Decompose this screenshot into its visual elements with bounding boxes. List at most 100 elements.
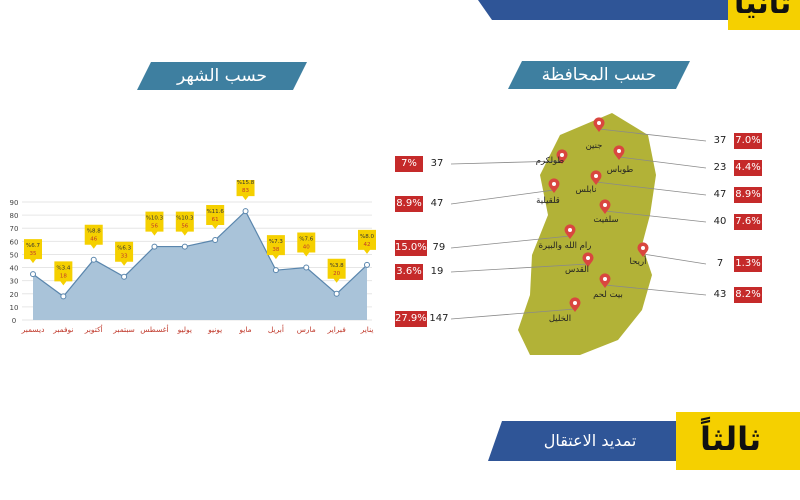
x-tick-label: أكتوبر bbox=[84, 324, 103, 334]
data-label-percent: %7.3 bbox=[269, 239, 283, 245]
data-label-value: 40 bbox=[303, 245, 310, 251]
governorate-stat: 7 1.3% bbox=[706, 256, 762, 272]
governorate-percent: 7% bbox=[395, 156, 423, 172]
governorate-count: 37 bbox=[706, 133, 734, 149]
governorate-percent: 27.9% bbox=[395, 311, 427, 327]
pin-dot bbox=[603, 277, 607, 281]
data-label-bubble bbox=[206, 205, 225, 230]
data-label-bubble bbox=[236, 180, 255, 201]
data-label: %7.6 40 bbox=[297, 232, 316, 257]
x-tick-label: سبتمبر bbox=[112, 325, 135, 334]
data-label: %8.8 46 bbox=[84, 224, 103, 249]
governorate-name: القدس bbox=[565, 265, 589, 275]
bottom-badge-label: ثالثاً bbox=[700, 420, 762, 458]
leader-line bbox=[598, 128, 707, 142]
y-tick-label: 30 bbox=[10, 278, 19, 286]
governorate-percent: 3.6% bbox=[395, 264, 423, 280]
x-tick-label: أغسطس bbox=[140, 324, 168, 334]
data-point bbox=[242, 208, 249, 215]
data-point bbox=[303, 264, 310, 271]
data-label-bubble bbox=[297, 232, 316, 257]
data-label-value: 56 bbox=[151, 224, 158, 230]
governorate-count: 37 bbox=[423, 156, 451, 172]
data-label: %15.8 83 bbox=[236, 180, 255, 201]
data-label-bubble bbox=[175, 211, 194, 236]
y-tick-label: 40 bbox=[10, 265, 19, 273]
governorate-stat: 23 4.4% bbox=[706, 160, 762, 176]
data-point bbox=[60, 293, 67, 300]
leader-line bbox=[604, 210, 707, 223]
y-tick-label: 20 bbox=[10, 291, 19, 299]
data-label: %10.3 56 bbox=[175, 211, 194, 236]
governorate-stat: 47 8.9% bbox=[706, 187, 762, 203]
governorate-count: 19 bbox=[423, 264, 451, 280]
west-bank-map-shape bbox=[518, 113, 656, 355]
data-label-value: 42 bbox=[364, 242, 371, 248]
governorate-count: 23 bbox=[706, 160, 734, 176]
governorate-count: 40 bbox=[706, 214, 734, 230]
data-label-percent: %15.8 bbox=[237, 180, 255, 186]
governorate-name: جنين bbox=[586, 141, 603, 151]
section-title-by-month: حسب الشهر bbox=[137, 62, 307, 90]
governorate-name: سلفيت bbox=[593, 215, 618, 225]
y-tick-label: 50 bbox=[10, 251, 19, 259]
governorate-name: قلقيلية bbox=[536, 196, 560, 206]
leader-line bbox=[450, 235, 571, 249]
leader-line bbox=[450, 308, 576, 320]
data-label-bubble bbox=[145, 211, 164, 236]
data-point bbox=[90, 256, 97, 263]
pin-dot bbox=[617, 149, 621, 153]
pin-dot bbox=[603, 203, 607, 207]
y-tick-label: 80 bbox=[10, 212, 19, 220]
data-point bbox=[212, 237, 219, 244]
x-tick-label: ديسمبر bbox=[21, 325, 45, 334]
data-label: %3.8 20 bbox=[327, 258, 346, 283]
leader-line bbox=[618, 156, 707, 169]
data-label-value: 38 bbox=[272, 247, 279, 253]
governorate-stat: 40 7.6% bbox=[706, 214, 762, 230]
governorate-percent: 7.0% bbox=[734, 133, 762, 149]
data-label-bubble bbox=[358, 229, 376, 254]
data-label-bubble bbox=[327, 258, 346, 283]
pin-dot bbox=[641, 246, 645, 250]
governorate-name: أريحا bbox=[630, 255, 647, 267]
data-point bbox=[30, 271, 36, 278]
x-tick-label: يونيو bbox=[207, 325, 222, 334]
data-label: %8.0 42 bbox=[358, 229, 376, 254]
governorate-name: طولكرم bbox=[536, 156, 565, 166]
top-banner bbox=[478, 0, 800, 20]
data-label-bubble bbox=[115, 241, 134, 266]
data-label: %10.3 56 bbox=[145, 211, 164, 236]
governorate-name: نابلس bbox=[576, 185, 597, 195]
pin-dot bbox=[597, 121, 601, 125]
governorate-percent: 7.6% bbox=[734, 214, 762, 230]
governorate-percent: 4.4% bbox=[734, 160, 762, 176]
data-label-value: 33 bbox=[121, 254, 128, 260]
governorate-stat: 79 15.0% bbox=[395, 240, 451, 256]
data-point bbox=[272, 267, 279, 274]
top-badge-label: ثانياً bbox=[734, 0, 792, 21]
governorate-count: 7 bbox=[706, 256, 734, 272]
governorate-count: 147 bbox=[426, 311, 451, 327]
data-point bbox=[151, 243, 158, 250]
data-label: %6.7 35 bbox=[24, 239, 42, 264]
area-fill bbox=[33, 211, 367, 320]
data-label-value: 56 bbox=[181, 224, 188, 230]
y-tick-label: 0 bbox=[12, 317, 16, 325]
data-label-value: 83 bbox=[242, 188, 249, 194]
governorate-stat: 47 8.9% bbox=[395, 196, 451, 212]
x-tick-label: يوليو bbox=[177, 325, 192, 334]
data-point bbox=[121, 273, 128, 280]
governorate-name: رام الله والبيرة bbox=[539, 241, 592, 251]
governorate-map: جنين طوباس نابلس سلفيت أريحا بيت لحم طولكرم قلق… bbox=[450, 113, 707, 355]
governorate-stat: 37 7% bbox=[395, 156, 451, 172]
governorate-name: بيت لحم bbox=[593, 290, 623, 300]
pin-dot bbox=[568, 228, 572, 232]
governorate-stat: 43 8.2% bbox=[706, 287, 762, 303]
data-label-percent: %8.8 bbox=[87, 229, 101, 235]
data-label-percent: %10.3 bbox=[176, 216, 194, 222]
governorate-percent: 8.2% bbox=[734, 287, 762, 303]
series-line bbox=[32, 210, 368, 298]
governorate-count: 47 bbox=[706, 187, 734, 203]
data-label: %6.3 33 bbox=[115, 241, 134, 266]
